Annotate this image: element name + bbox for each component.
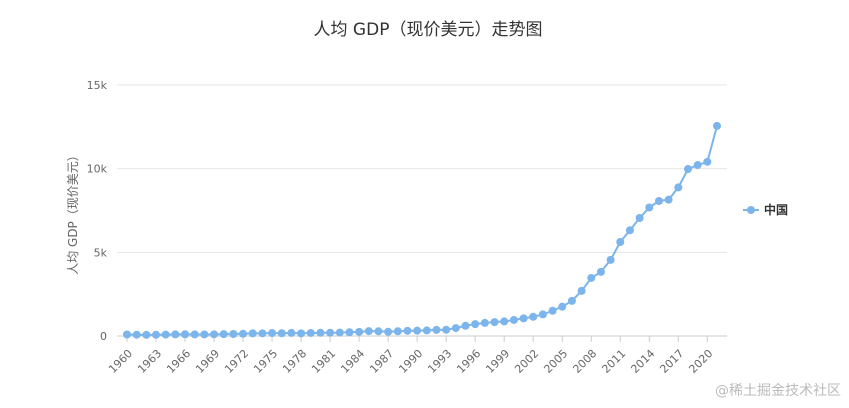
data-point [713,121,721,130]
data-point [306,328,315,337]
chart-title: 人均 GDP（现价美元）走势图 [314,20,543,40]
data-point [413,326,422,335]
x-tick-label: 1969 [193,347,222,376]
x-tick-label: 1984 [338,347,367,376]
data-point [529,312,538,321]
x-tick-label: 1996 [454,347,483,376]
data-point [316,328,325,337]
x-tick-label: 1978 [280,347,309,376]
data-point [693,161,702,170]
data-point [229,330,238,339]
data-point [422,326,431,335]
data-point [635,214,644,223]
x-tick-label: 2011 [599,347,628,376]
data-point [190,330,199,339]
gridlines [117,84,727,337]
data-point [258,329,267,338]
x-tick-label: 1981 [309,347,338,376]
data-point [374,327,383,336]
data-point [471,320,480,329]
data-point [384,327,393,336]
x-tick-label: 2008 [570,347,599,376]
data-point [548,306,557,315]
y-axis-ticks: 0 5k 10k 15k [87,79,108,343]
data-point [355,327,364,336]
x-tick-label: 1999 [483,347,512,376]
x-tick-label: 1975 [251,347,280,376]
data-point [558,302,567,311]
data-point [577,286,586,295]
data-point [490,318,499,327]
data-point [480,318,489,327]
series-layer [123,121,721,339]
data-point [326,328,335,337]
x-tick-label: 1963 [135,347,164,376]
data-point [451,324,460,333]
data-point [335,328,344,337]
data-point [403,326,412,335]
data-point [181,330,190,339]
data-point [171,330,180,339]
data-point [587,273,596,282]
x-tick-label: 1972 [222,347,251,376]
data-point [287,328,296,337]
legend[interactable]: 中国 [743,202,788,217]
data-point [606,255,615,264]
data-point [567,296,576,305]
x-tick-label: 1966 [164,347,193,376]
data-point [200,330,209,339]
data-point [645,203,654,212]
data-point [519,314,528,323]
y-axis-label: 人均 GDP（现价美元） [66,149,80,275]
x-tick-label: 2005 [541,347,570,376]
x-axis: 1960 1963 1966 1969 1972 1975 1978 1981 1984 1987… [106,336,715,376]
x-tick-label: 2014 [628,347,657,376]
y-tick-label: 0 [100,330,107,343]
data-point [219,330,228,339]
x-tick-label: 2002 [512,347,541,376]
x-tick-label: 1987 [367,347,396,376]
data-point [654,197,663,206]
data-point [210,330,219,339]
data-point [500,317,509,326]
x-tick-label: 2020 [686,347,715,376]
data-point [683,165,692,174]
x-tick-label: 1960 [106,347,135,376]
y-tick-label: 15k [87,79,108,92]
data-point [674,183,683,192]
data-point [625,226,634,235]
data-point [538,310,547,319]
legend-marker [747,206,755,214]
x-tick-label: 1993 [425,347,454,376]
legend-label: 中国 [764,202,788,217]
data-point [297,329,306,338]
data-point [432,325,441,334]
data-point [345,328,354,337]
data-point [596,267,605,276]
y-tick-label: 5k [94,246,108,259]
data-point [277,329,286,338]
data-point [442,325,451,334]
x-tick-label: 2017 [657,347,686,376]
data-point [142,330,151,339]
data-point [393,327,402,336]
data-point [248,329,257,338]
data-point [616,237,625,246]
data-point [123,330,131,339]
data-point [152,330,161,339]
data-point [703,157,712,166]
data-point [509,315,518,324]
data-point [268,329,277,338]
data-point [239,329,248,338]
y-tick-label: 10k [87,163,108,176]
x-tick-label: 1990 [396,347,425,376]
data-point [161,330,170,339]
watermark: @稀土掘金技术社区 [715,383,841,399]
data-point [461,321,470,330]
data-point [364,327,373,336]
data-point [664,195,673,204]
data-point [132,330,141,339]
